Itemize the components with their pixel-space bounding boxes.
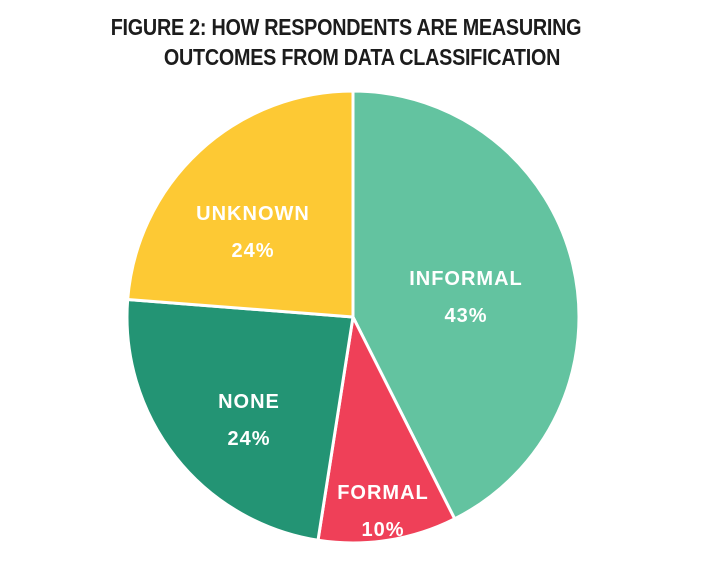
pie-slice-unknown — [126, 89, 355, 319]
pie-slice-informal — [351, 89, 581, 521]
slice-value-none: 24% — [227, 428, 270, 450]
pie-slice-none — [125, 297, 355, 542]
slice-label-formal: FORMAL — [337, 482, 429, 504]
slice-label-unknown: UNKNOWN — [196, 203, 310, 225]
slice-value-unknown: 24% — [231, 240, 274, 262]
slice-value-informal: 43% — [444, 305, 487, 327]
slice-value-formal: 10% — [361, 519, 404, 541]
slice-label-informal: INFORMAL — [409, 268, 523, 290]
chart-title-line-1: FIGURE 2: HOW RESPONDENTS ARE MEASURING — [110, 14, 582, 40]
slice-label-none: NONE — [218, 391, 280, 413]
pie-slice-formal — [316, 315, 457, 545]
chart-title-line-2: OUTCOMES FROM DATA CLASSIFICATION — [163, 44, 561, 70]
